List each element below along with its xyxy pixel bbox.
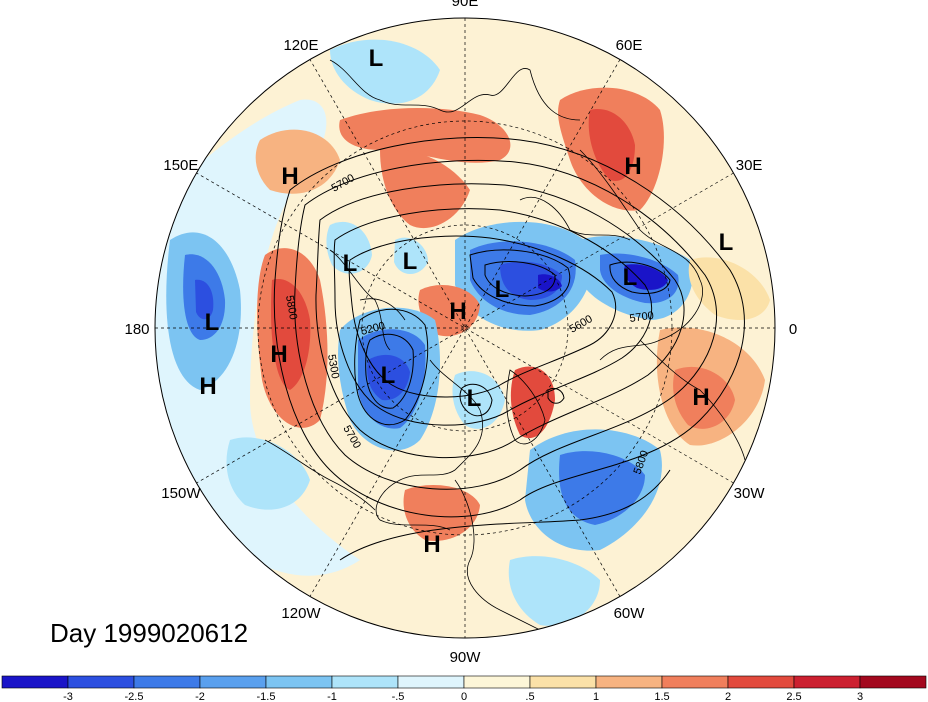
colorbar-swatch: [331, 675, 399, 689]
colorbar: -3 -2.5 -2 -1.5 -1 -.5 0 .5 1 1.5 2 2.5 3: [1, 675, 927, 702]
longitude-label: 0: [789, 321, 797, 338]
colorbar-swatch: [199, 675, 267, 689]
contour-label: 5700: [629, 310, 655, 325]
colorbar-tick-label: -2: [195, 691, 205, 702]
day-title: Day 1999020612: [50, 618, 249, 648]
pressure-center-label: H: [423, 531, 440, 558]
colorbar-swatch: [463, 675, 531, 689]
pressure-center-label: L: [719, 229, 734, 256]
contour-label: 5800: [283, 294, 299, 320]
colorbar-swatch: [67, 675, 135, 689]
colorbar-swatch: [661, 675, 729, 689]
pressure-center-label: L: [467, 385, 482, 412]
colorbar-tick-label: 1: [593, 691, 599, 702]
colorbar-tick-label: -2.5: [125, 691, 144, 702]
longitude-label: 30W: [734, 485, 766, 502]
colorbar-tick-label: 2.5: [786, 691, 801, 702]
colorbar-swatch: [265, 675, 333, 689]
pressure-center-label: H: [281, 163, 298, 190]
longitude-label: 30E: [736, 157, 763, 174]
colorbar-swatch: [1, 675, 69, 689]
colorbar-swatch: [793, 675, 861, 689]
longitude-label: 60E: [616, 37, 643, 54]
pressure-center-label: H: [692, 384, 709, 411]
colorbar-tick-label: -3: [63, 691, 73, 702]
colorbar-swatch: [727, 675, 795, 689]
pressure-center-label: H: [270, 341, 287, 368]
height-contours: [273, 136, 745, 561]
colorbar-tick-label: 2: [725, 691, 731, 702]
longitude-label: 180: [124, 321, 149, 338]
pressure-center-label: L: [205, 309, 220, 336]
pressure-center-label: H: [449, 298, 466, 325]
graticule: [155, 18, 775, 638]
pressure-center-label: L: [369, 45, 384, 72]
longitude-label: 150E: [163, 157, 198, 174]
colorbar-swatch: [529, 675, 597, 689]
longitude-label: 120W: [281, 605, 321, 622]
colorbar-swatch: [133, 675, 201, 689]
coastlines: [264, 59, 746, 638]
colorbar-swatch: [859, 675, 927, 689]
pressure-center-label: L: [381, 362, 396, 389]
colorbar-tick-label: 1.5: [654, 691, 669, 702]
pressure-center-label: H: [624, 153, 641, 180]
colorbar-tick-label: -1: [327, 691, 337, 702]
colorbar-tick-label: .5: [525, 691, 534, 702]
colorbar-tick-label: -.5: [392, 691, 405, 702]
contour-label: 5300: [325, 353, 341, 379]
colorbar-tick-label: -1.5: [257, 691, 276, 702]
pressure-center-label: L: [343, 250, 358, 277]
colorbar-swatch: [397, 675, 465, 689]
pressure-center-labels: L H H L L L L H L L H H L L H H: [199, 45, 733, 558]
longitude-label: 60W: [614, 605, 646, 622]
longitude-label: 90W: [450, 649, 482, 666]
anomaly-shading: [155, 18, 775, 638]
longitude-label: 150W: [161, 485, 201, 502]
pressure-center-label: L: [495, 276, 510, 303]
longitude-label: 90E: [452, 0, 479, 10]
pressure-center-label: L: [403, 248, 418, 275]
longitude-label: 120E: [283, 37, 318, 54]
colorbar-tick-label: 3: [857, 691, 863, 702]
colorbar-tick-label: 0: [461, 691, 467, 702]
pressure-center-label: L: [623, 264, 638, 291]
pressure-center-label: H: [199, 373, 216, 400]
colorbar-swatch: [595, 675, 663, 689]
longitude-labels: 90E 60E 30E 0 30W 60W 90W 120W 150W 180 150E 120E: [124, 0, 797, 666]
